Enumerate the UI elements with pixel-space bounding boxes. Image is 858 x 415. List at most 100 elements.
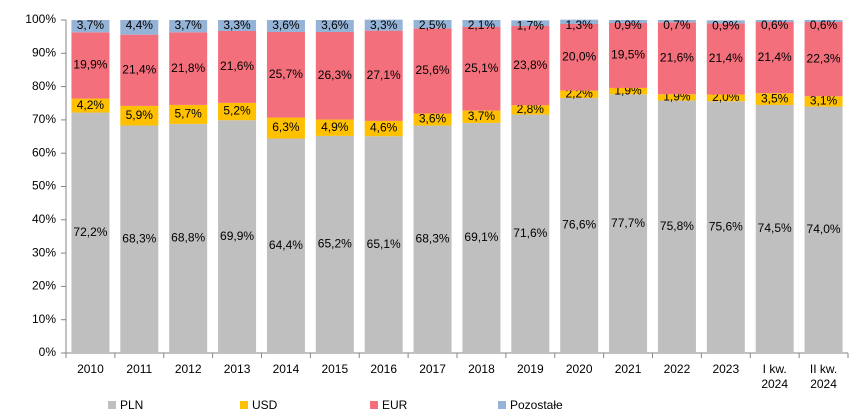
bar-segment: [266, 138, 305, 353]
data-label: 0,9%: [712, 19, 740, 33]
data-label: 65,2%: [318, 237, 352, 251]
data-label: 65,1%: [367, 237, 401, 251]
data-label: 72,2%: [73, 225, 107, 239]
bar-segment: [120, 20, 159, 35]
y-tick-label: 0%: [39, 345, 57, 359]
x-tick-label: 2011: [126, 362, 153, 376]
bar-segment: [609, 87, 648, 95]
bar-segment: [71, 112, 110, 353]
bar-segment: [755, 21, 794, 94]
bar-segment: [266, 31, 305, 118]
legend-swatch: [240, 401, 248, 409]
x-tick-label: 2021: [614, 362, 642, 376]
bar-segment: [560, 23, 599, 91]
legend-label: Pozostałe: [510, 398, 563, 412]
data-label: 3,3%: [223, 18, 251, 32]
bar-segment: [804, 20, 843, 22]
data-label: 3,1%: [810, 94, 838, 108]
bar-segment: [315, 20, 354, 32]
data-label: 25,1%: [464, 61, 498, 75]
data-label: 23,8%: [513, 58, 547, 72]
bar-segment: [120, 125, 159, 353]
bar-segment: [218, 102, 257, 121]
data-label: 25,7%: [269, 67, 303, 81]
x-tick-label: 2010: [77, 362, 104, 376]
bar-segment: [657, 100, 696, 353]
data-label: 76,6%: [562, 218, 596, 232]
bar-segment: [413, 20, 452, 29]
data-label: 3,7%: [468, 109, 496, 123]
bar-segment: [169, 32, 208, 105]
bar-segment: [511, 114, 550, 354]
data-label: 5,2%: [223, 104, 251, 118]
x-tick-label: 2017: [419, 362, 446, 376]
data-label: 21,8%: [171, 61, 205, 75]
data-label: 75,8%: [660, 219, 694, 233]
x-tick-label: 2015: [321, 362, 349, 376]
y-tick-label: 10%: [32, 312, 56, 326]
bar-segment: [71, 32, 110, 99]
y-tick-label: 90%: [32, 45, 56, 59]
bar-segment: [706, 23, 745, 95]
y-tick-label: 30%: [32, 245, 56, 259]
data-label: 27,1%: [367, 68, 401, 82]
bar-segment: [462, 110, 501, 123]
legend-label: USD: [252, 398, 278, 412]
bar-segment: [364, 30, 403, 121]
legend-swatch: [370, 401, 378, 409]
bar-segment: [315, 31, 354, 120]
data-label: 20,0%: [562, 49, 596, 63]
bar-segment: [511, 25, 550, 106]
x-tick-label: I kw. 2024: [761, 362, 789, 391]
data-label: 1,3%: [566, 18, 594, 32]
y-tick-label: 40%: [32, 212, 56, 226]
data-label: 71,6%: [513, 226, 547, 240]
y-tick-label: 50%: [32, 179, 56, 193]
data-label: 21,4%: [758, 50, 792, 64]
bar-segment: [706, 20, 745, 24]
bar-segment: [804, 106, 843, 353]
bar-segment: [511, 20, 550, 26]
bar-segment: [657, 22, 696, 95]
bar-segment: [755, 104, 794, 353]
data-label: 22,3%: [807, 51, 841, 65]
bar-segment: [609, 20, 648, 23]
data-label: 3,6%: [419, 112, 447, 126]
bar-segment: [364, 120, 403, 137]
bar-segment: [560, 97, 599, 353]
data-label: 75,6%: [709, 219, 743, 233]
data-label: 2,8%: [517, 102, 545, 116]
y-tick-label: 70%: [32, 112, 56, 126]
data-label: 68,3%: [416, 231, 450, 245]
bar-segment: [364, 136, 403, 353]
data-label: 3,7%: [77, 18, 105, 32]
bar-segment: [266, 117, 305, 139]
data-label: 2,1%: [468, 18, 496, 32]
data-label: 3,3%: [370, 18, 398, 32]
bar-segment: [706, 101, 745, 353]
y-tick-label: 60%: [32, 145, 56, 159]
bar-segment: [462, 122, 501, 353]
data-label: 4,9%: [321, 120, 349, 134]
bar-segment: [755, 93, 794, 105]
data-label: 4,4%: [126, 18, 154, 32]
data-label: 0,7%: [663, 18, 691, 32]
legend-swatch: [108, 401, 116, 409]
data-label: 25,6%: [416, 63, 450, 77]
bar-segment: [364, 19, 403, 31]
data-label: 74,5%: [758, 221, 792, 235]
data-label: 4,6%: [370, 121, 398, 135]
data-label: 26,3%: [318, 68, 352, 82]
bar-segment: [804, 21, 843, 97]
x-tick-label: 2018: [468, 362, 495, 376]
bar-segment: [755, 20, 794, 22]
bar-segment: [266, 20, 305, 32]
x-tick-label: 2013: [223, 362, 251, 376]
x-tick-label: 2016: [370, 362, 398, 376]
data-label: 0,6%: [761, 18, 789, 32]
x-tick-label: 2020: [565, 362, 593, 376]
y-tick-label: 20%: [32, 279, 56, 293]
data-label: 21,4%: [122, 62, 156, 76]
data-label: 5,9%: [126, 108, 154, 122]
